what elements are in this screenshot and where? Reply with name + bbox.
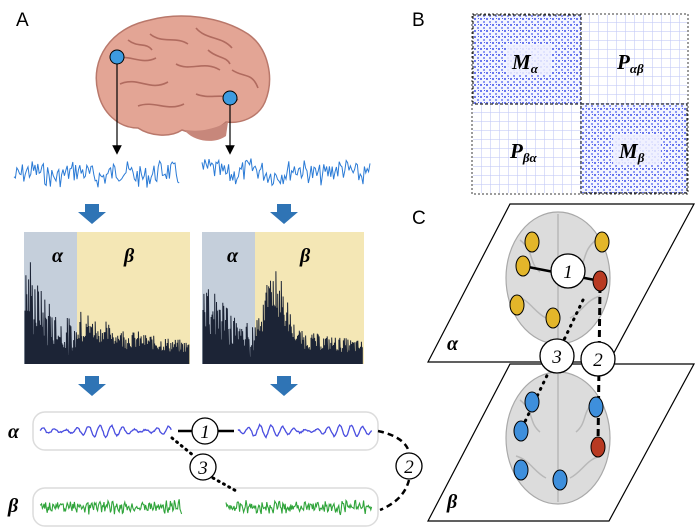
nodes-alpha — [509, 231, 610, 329]
node-alpha — [545, 307, 561, 329]
link-1-label: 1 — [563, 262, 573, 283]
link-3-node — [189, 453, 217, 481]
node-alpha — [524, 231, 540, 253]
beta-wave-right — [225, 498, 373, 516]
panel-a-label: A — [16, 10, 29, 31]
panel-b-label: B — [412, 10, 425, 31]
link-3-label: 3 — [551, 347, 562, 368]
node-red — [590, 436, 606, 458]
beta-label: β — [123, 245, 135, 267]
alpha-wave-left — [39, 424, 172, 439]
supra-adjacency-matrix: Mα Pαβ Pβα Mβ — [471, 13, 689, 195]
layer-alpha-label: α — [447, 333, 459, 355]
link-2-node — [395, 452, 423, 480]
matrix-block-p-beta-alpha — [473, 104, 581, 193]
beta-label: β — [299, 245, 311, 267]
matrix-label-m-beta: Mβ — [618, 139, 645, 165]
beta-row-label: β — [7, 495, 19, 517]
node-alpha — [515, 255, 531, 277]
down-arrow-icon — [78, 204, 106, 224]
link-1-label: 1 — [200, 422, 210, 443]
spectrum-right: α β — [202, 232, 364, 365]
node-beta — [524, 391, 540, 413]
matrix-label-p-beta-alpha: Pβα — [509, 139, 537, 165]
matrix-label-m-alpha: Mα — [511, 50, 539, 76]
electrode-left — [109, 49, 125, 65]
down-arrow-icon — [270, 204, 298, 224]
raw-signal-right — [201, 158, 371, 187]
node-alpha — [509, 294, 525, 316]
node-alpha — [594, 231, 610, 253]
brain-icon — [95, 15, 271, 141]
node-beta — [552, 469, 568, 491]
link-2-label: 2 — [593, 350, 603, 371]
beta-signal-box — [32, 487, 379, 527]
link-3-node — [539, 338, 575, 374]
link-3-label: 3 — [197, 458, 208, 479]
link-2-label: 2 — [404, 457, 414, 478]
link-1-node — [550, 253, 586, 289]
power-spectrum-left — [24, 262, 190, 365]
link-3-line — [170, 436, 240, 494]
down-arrow-icon — [270, 376, 298, 396]
layer-beta: β — [427, 363, 696, 522]
link-2-line — [377, 429, 411, 512]
link-2-node — [580, 341, 616, 377]
electrode-right — [222, 90, 238, 106]
alpha-row-label: α — [8, 421, 20, 443]
link-1-node — [191, 417, 219, 445]
alpha-label: α — [227, 245, 239, 267]
layer-beta-label: β — [446, 491, 458, 513]
down-arrow-icon — [78, 376, 106, 396]
alpha-wave-right — [237, 423, 373, 439]
power-spectrum-right — [202, 271, 363, 365]
spectrum-left: α β — [24, 232, 190, 365]
node-beta — [513, 459, 529, 481]
alpha-label: α — [52, 245, 64, 267]
raw-signal-left — [13, 159, 180, 188]
beta-wave-left — [39, 499, 183, 515]
node-red — [592, 270, 608, 292]
node-beta — [513, 420, 529, 442]
panel-c-label: C — [412, 208, 426, 229]
matrix-label-p-alpha-beta: Pαβ — [616, 50, 644, 76]
node-beta — [588, 396, 604, 418]
nodes-beta — [513, 391, 604, 491]
matrix-block-p-alpha-beta — [581, 15, 687, 104]
